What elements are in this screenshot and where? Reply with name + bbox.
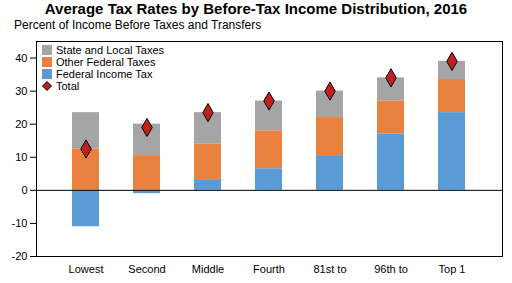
svg-text:20: 20	[15, 118, 27, 130]
html-text:Total: Total	[56, 80, 80, 92]
svg-text:0: 0	[21, 184, 27, 196]
svg-text:Second: Second	[128, 263, 165, 275]
html-text:Average Tax Rates by Before-Ta: Average Tax Rates by Before-Tax Income D…	[44, 0, 468, 17]
svg-text:40: 40	[15, 52, 27, 64]
html-text:Percent of Income Before Taxes: Percent of Income Before Taxes and Trans…	[14, 18, 262, 32]
svg-text:-10: -10	[12, 217, 28, 229]
html-text:Other Federal Taxes: Other Federal Taxes	[56, 56, 156, 68]
svg-text:Top 1: Top 1	[439, 263, 466, 275]
html-text:Federal Income Tax: Federal Income Tax	[56, 68, 153, 80]
svg-text:Lowest: Lowest	[69, 263, 104, 275]
html-text:State and Local Taxes: State and Local Taxes	[56, 44, 164, 56]
svg-text:81st to: 81st to	[313, 263, 346, 275]
svg-text:10: 10	[15, 151, 27, 163]
svg-text:-20: -20	[12, 250, 28, 262]
svg-text:96th to: 96th to	[374, 263, 408, 275]
svg-text:Middle: Middle	[192, 263, 224, 275]
svg-text:30: 30	[15, 85, 27, 97]
svg-text:Fourth: Fourth	[253, 263, 285, 275]
